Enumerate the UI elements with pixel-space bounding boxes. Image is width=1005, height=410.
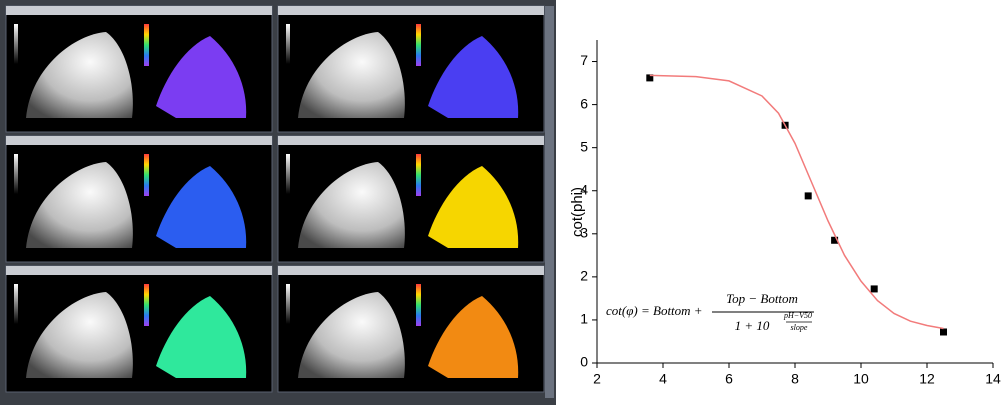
x-tick-label: 2	[593, 371, 601, 387]
x-tick-label: 6	[725, 371, 733, 387]
formula-exp-numerator: pH−V50	[783, 311, 812, 320]
rainbow-colorbar	[416, 24, 421, 66]
formula-numerator: Top − Bottom	[726, 291, 798, 306]
x-tick-label: 8	[791, 371, 799, 387]
x-tick-label: 10	[853, 371, 869, 387]
gray-colorbar	[14, 24, 18, 64]
image-panels	[6, 6, 554, 398]
panel-toolbar	[6, 136, 272, 145]
gray-colorbar	[286, 24, 290, 64]
y-tick-label: 2	[580, 268, 588, 284]
y-tick-label: 5	[580, 138, 588, 154]
formula: cot(φ) = Bottom + Top − Bottom 1 + 10 pH…	[606, 291, 814, 333]
y-tick-label: 1	[580, 311, 588, 327]
x-tick-label: 4	[659, 371, 667, 387]
data-point	[940, 328, 947, 335]
formula-denominator: 1 + 10	[735, 318, 770, 333]
rainbow-colorbar	[416, 284, 421, 326]
panel-toolbar	[278, 136, 544, 145]
y-tick-label: 4	[580, 181, 588, 197]
gray-colorbar	[14, 154, 18, 194]
gray-colorbar	[286, 154, 290, 194]
x-tick-label: 14	[985, 371, 1001, 387]
rainbow-colorbar	[144, 154, 149, 196]
formula-lhs: cot(φ) = Bottom +	[606, 303, 703, 318]
formula-exp-denominator: slope	[791, 323, 808, 332]
side-toolbar	[545, 6, 554, 398]
y-tick-label: 6	[580, 95, 588, 111]
x-tick-label: 12	[919, 371, 935, 387]
rainbow-colorbar	[144, 24, 149, 66]
chart: cot(phi) cot(φ) = Bottom + Top − Bottom …	[569, 40, 1001, 387]
data-point	[871, 285, 878, 292]
y-tick-label: 7	[580, 52, 588, 68]
gray-colorbar	[286, 284, 290, 324]
panel-toolbar	[6, 266, 272, 275]
y-tick-label: 3	[580, 225, 588, 241]
data-point	[805, 192, 812, 199]
rainbow-colorbar	[416, 154, 421, 196]
rainbow-colorbar	[144, 284, 149, 326]
y-tick-label: 0	[580, 354, 588, 370]
gray-colorbar	[14, 284, 18, 324]
panel-toolbar	[278, 266, 544, 275]
panel-toolbar	[6, 6, 272, 15]
panel-toolbar	[278, 6, 544, 15]
figure: cot(phi) cot(φ) = Bottom + Top − Bottom …	[0, 0, 1005, 405]
